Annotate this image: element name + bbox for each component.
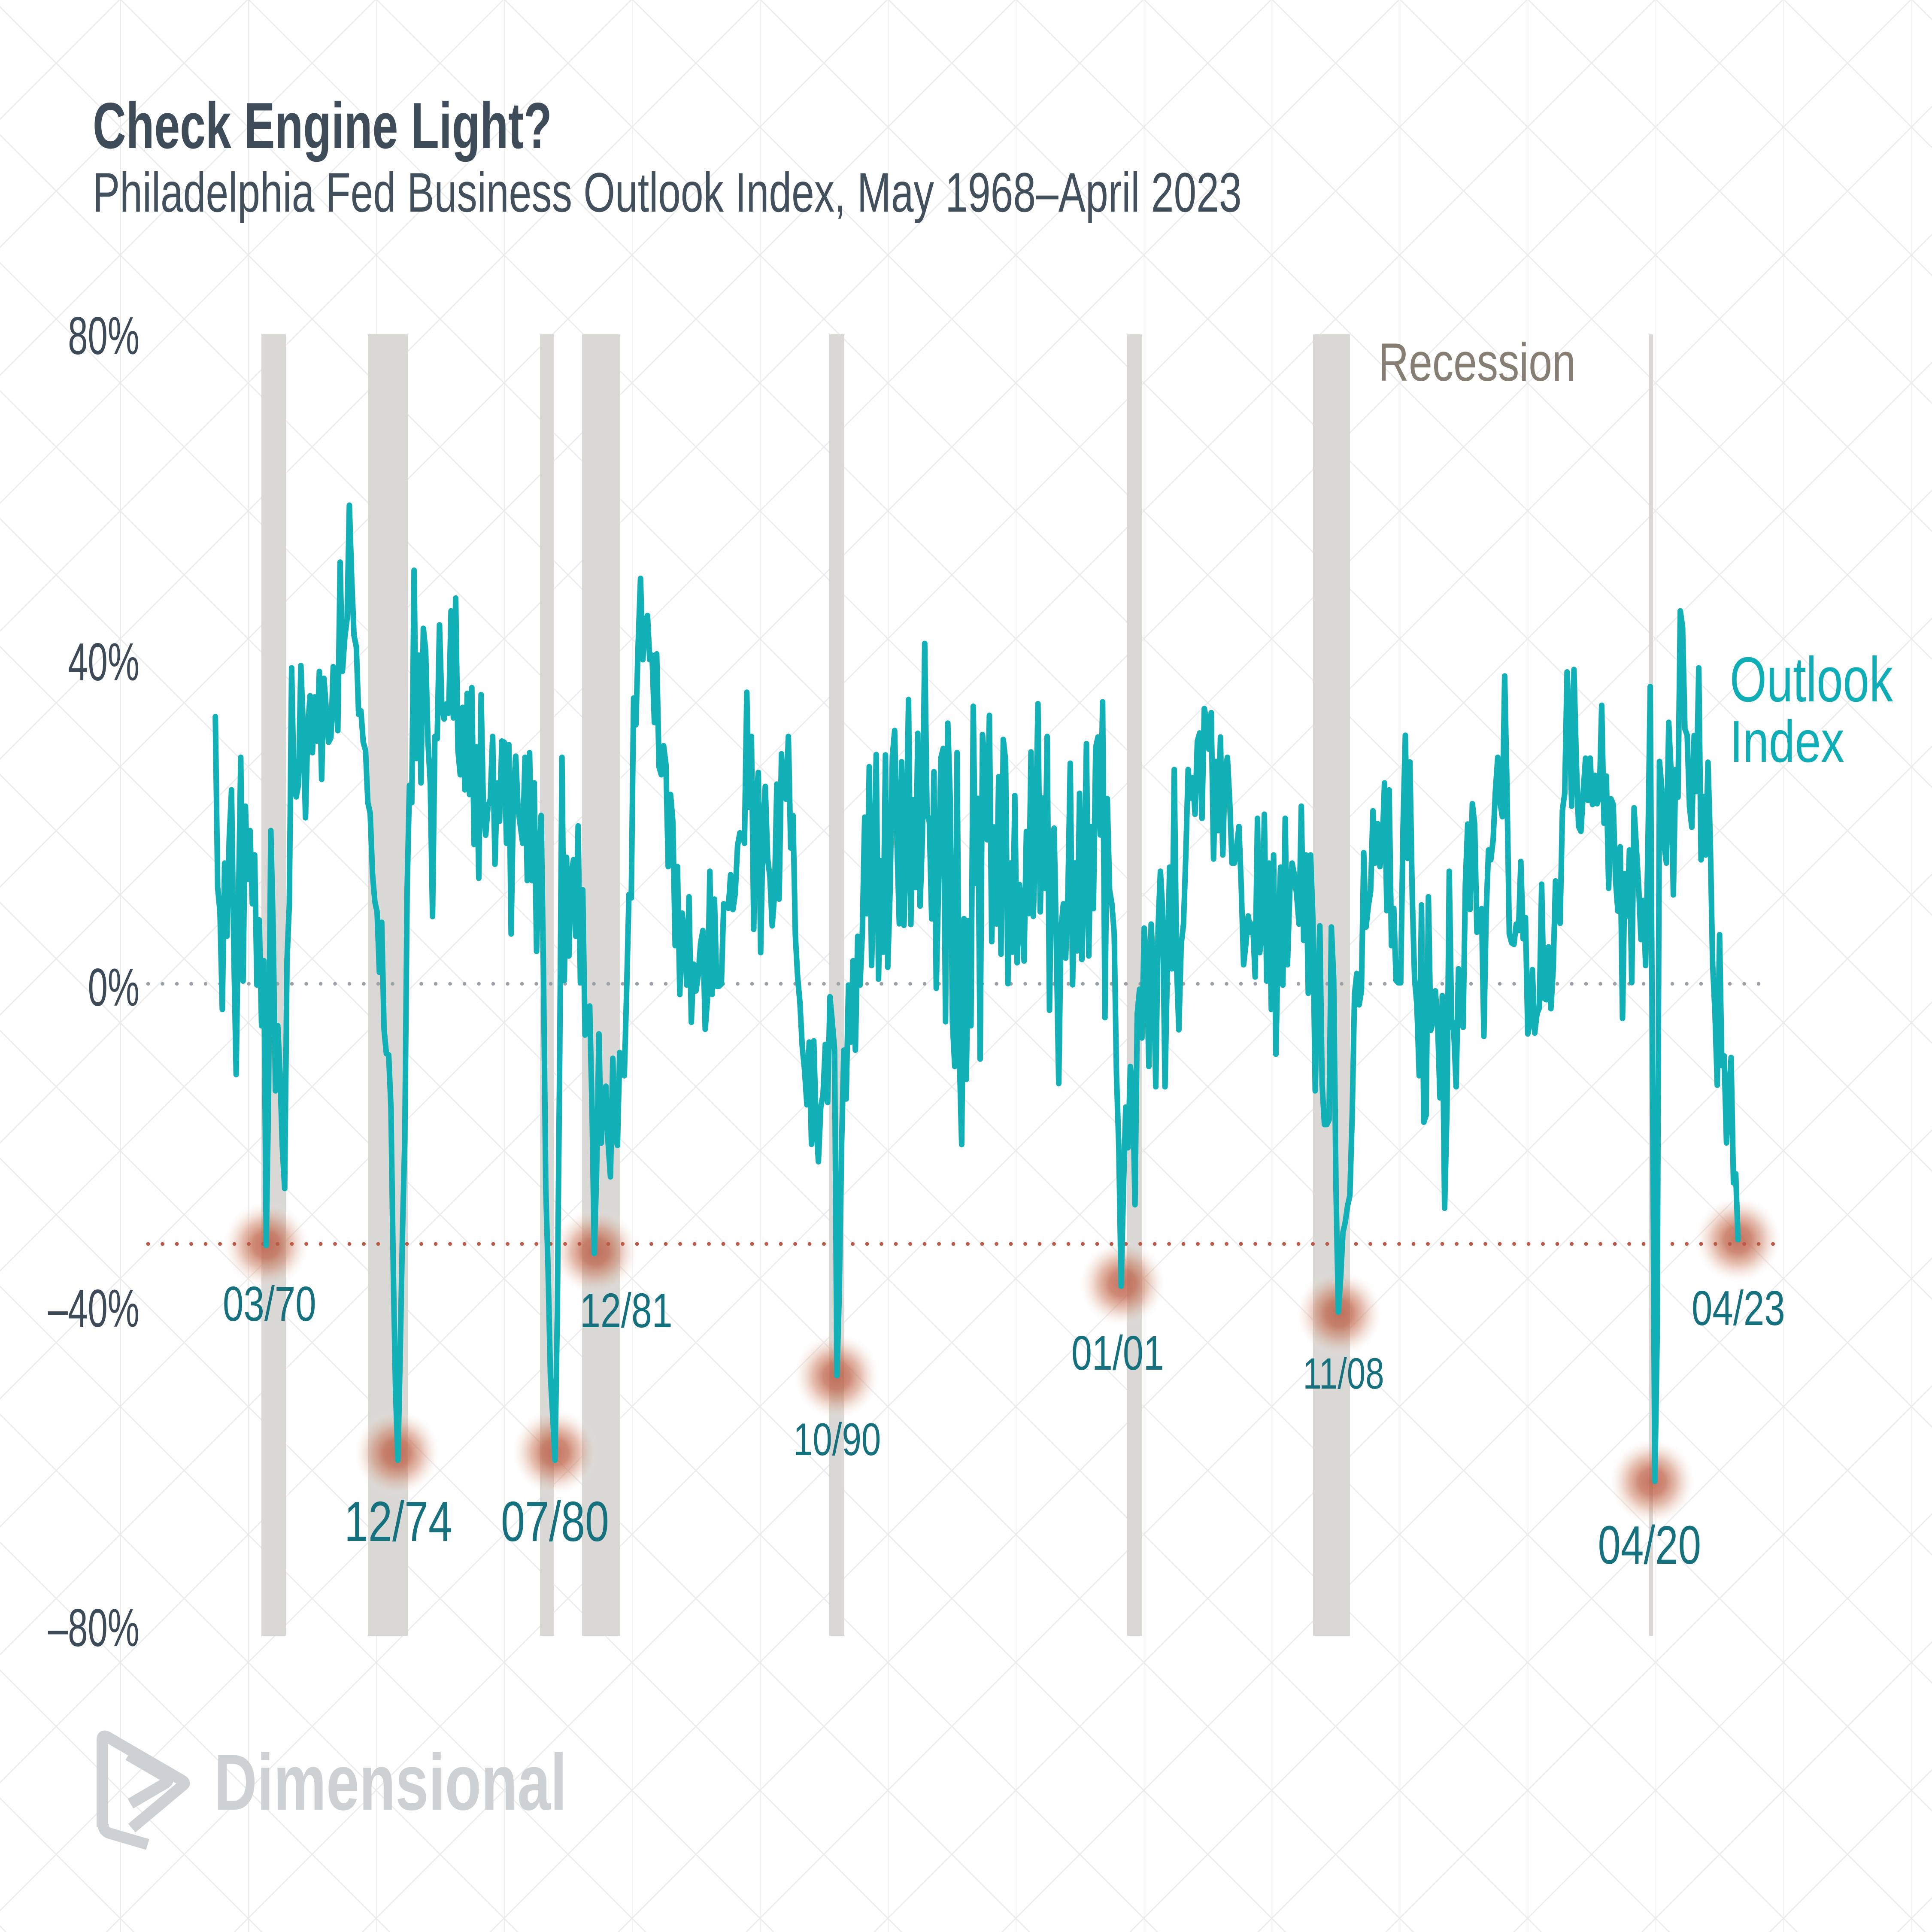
svg-text:11/08: 11/08: [1303, 1350, 1384, 1398]
svg-text:Recession: Recession: [1378, 332, 1576, 392]
svg-text:–40%: –40%: [48, 1279, 140, 1338]
svg-text:–80%: –80%: [48, 1598, 140, 1658]
svg-text:80%: 80%: [68, 306, 140, 366]
svg-text:Index: Index: [1730, 709, 1844, 775]
svg-text:01/01: 01/01: [1071, 1326, 1164, 1380]
svg-text:Philadelphia Fed Business Outl: Philadelphia Fed Business Outlook Index,…: [93, 161, 1242, 224]
svg-text:0%: 0%: [88, 958, 140, 1017]
svg-text:04/23: 04/23: [1692, 1281, 1785, 1336]
svg-text:Dimensional: Dimensional: [214, 1738, 567, 1826]
svg-text:07/80: 07/80: [501, 1490, 609, 1553]
svg-text:12/74: 12/74: [344, 1490, 452, 1553]
svg-text:Check Engine Light?: Check Engine Light?: [93, 89, 552, 162]
svg-text:04/20: 04/20: [1598, 1515, 1701, 1575]
svg-text:12/81: 12/81: [580, 1284, 673, 1338]
svg-text:03/70: 03/70: [223, 1277, 316, 1331]
svg-text:Outlook: Outlook: [1730, 644, 1893, 715]
svg-text:10/90: 10/90: [793, 1414, 881, 1465]
svg-text:40%: 40%: [68, 632, 140, 692]
